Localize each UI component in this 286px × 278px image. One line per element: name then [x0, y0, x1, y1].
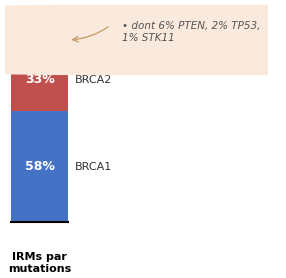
- Text: BRCA2: BRCA2: [75, 75, 113, 85]
- Text: 58%: 58%: [25, 160, 55, 173]
- Text: 9%: 9%: [29, 33, 50, 46]
- Bar: [11, 48, 68, 111]
- Text: • dont 6% PTEN, 2% TP53,
1% STK11: • dont 6% PTEN, 2% TP53, 1% STK11: [122, 21, 260, 43]
- Text: BRCA1: BRCA1: [75, 162, 112, 172]
- Text: 33%: 33%: [25, 73, 55, 86]
- Bar: [11, 111, 68, 222]
- Text: IRMs par
mutations: IRMs par mutations: [8, 252, 72, 274]
- Text: 196: 196: [11, 14, 40, 29]
- Text: Autres: Autres: [75, 35, 111, 45]
- Bar: [11, 31, 68, 48]
- FancyBboxPatch shape: [0, 5, 286, 75]
